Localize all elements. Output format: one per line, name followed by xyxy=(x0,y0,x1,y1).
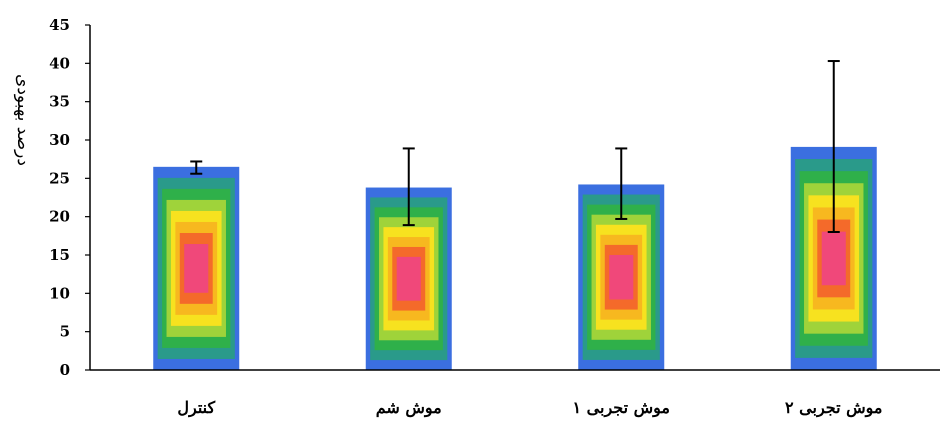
bars-layer xyxy=(153,146,877,370)
error-bar xyxy=(190,160,203,175)
y-axis-label: درصد بهبودی xyxy=(13,74,33,166)
bar-gradient-layer xyxy=(396,256,421,301)
error-bars-layer xyxy=(190,60,840,233)
x-labels-layer: کنترل موش شم موش تجربی ۱ موش تجربی ۲ xyxy=(177,398,882,418)
x-category-label: کنترل xyxy=(177,398,215,418)
y-tick-label: 10 xyxy=(49,284,70,302)
bar-gradient-layer xyxy=(821,231,846,286)
y-tick-label: 45 xyxy=(49,16,70,34)
y-tick-label: 30 xyxy=(49,131,70,149)
y-tick-label: 20 xyxy=(49,208,70,226)
error-bar xyxy=(615,147,628,220)
axes-layer xyxy=(89,25,940,371)
bar xyxy=(578,184,665,370)
bar-gradient-layer xyxy=(609,254,634,300)
error-bar xyxy=(827,60,840,233)
y-tick-label: 5 xyxy=(60,323,70,341)
bar xyxy=(365,187,452,370)
x-category-label: موش تجربی ۲ xyxy=(785,398,883,418)
y-tick-label: 15 xyxy=(49,246,70,264)
y-tick-label: 35 xyxy=(49,93,70,111)
x-category-label: موش تجربی ۱ xyxy=(573,398,671,418)
y-tick-label: 0 xyxy=(60,361,70,379)
x-category-label: موش شم xyxy=(376,398,442,418)
y-ticks-layer: 0 5 10 15 20 25 30 35 40 45 xyxy=(49,16,90,379)
error-bar xyxy=(402,147,415,227)
bar-gradient-layer xyxy=(184,244,209,293)
y-tick-label: 40 xyxy=(49,54,70,72)
y-tick-label: 25 xyxy=(49,169,70,187)
bar xyxy=(153,166,240,370)
